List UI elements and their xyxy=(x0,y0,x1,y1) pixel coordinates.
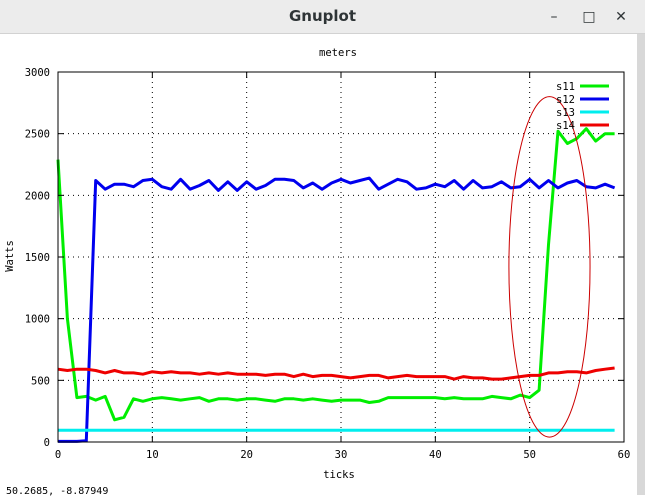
annotations xyxy=(508,96,591,438)
plot-canvas[interactable]: meters ticks Watts 0 10 20 30 40 50 60 0 500 1000… xyxy=(0,34,637,486)
y-tick-label: 0 xyxy=(44,437,50,449)
x-tick-label: 20 xyxy=(240,449,253,461)
window-right-edge xyxy=(637,34,645,495)
legend-label-s14: s14 xyxy=(556,120,575,132)
status-coordinates: 50.2685, -8.87949 xyxy=(6,486,109,497)
y-tick-label: 2000 xyxy=(25,190,50,202)
legend-label-s12: s12 xyxy=(556,94,575,106)
window-titlebar[interactable]: Gnuplot – □ ✕ xyxy=(0,0,645,34)
legend-label-s11: s11 xyxy=(556,81,575,93)
x-tick-label: 50 xyxy=(523,449,536,461)
annotation-ellipse xyxy=(508,96,591,438)
maximize-button[interactable]: □ xyxy=(582,9,596,25)
axis-ticks: 0 10 20 30 40 50 60 0 500 1000 1500 2000 2500 3000 xyxy=(25,67,631,461)
y-tick-label: 1500 xyxy=(25,252,50,264)
series-line-s11 xyxy=(56,127,615,422)
series-lines xyxy=(56,127,616,443)
y-tick-label: 500 xyxy=(31,375,50,387)
y-axis-label: Watts xyxy=(4,240,16,272)
y-tick-label: 3000 xyxy=(25,67,50,79)
series-line-s12 xyxy=(58,176,616,443)
x-tick-label: 0 xyxy=(55,449,61,461)
chart-title: meters xyxy=(319,47,357,59)
y-tick-label: 2500 xyxy=(25,129,50,141)
legend-label-s13: s13 xyxy=(556,107,575,119)
grid xyxy=(58,72,624,442)
x-tick-label: 30 xyxy=(335,449,348,461)
close-button[interactable]: ✕ xyxy=(615,9,627,25)
minimize-button[interactable]: – xyxy=(550,9,558,25)
x-tick-label: 10 xyxy=(146,449,159,461)
y-tick-label: 1000 xyxy=(25,314,50,326)
window-title: Gnuplot xyxy=(288,7,357,25)
x-tick-label: 40 xyxy=(429,449,442,461)
series-line-s14 xyxy=(57,366,615,381)
x-axis-label: ticks xyxy=(323,469,355,481)
x-tick-label: 60 xyxy=(618,449,631,461)
